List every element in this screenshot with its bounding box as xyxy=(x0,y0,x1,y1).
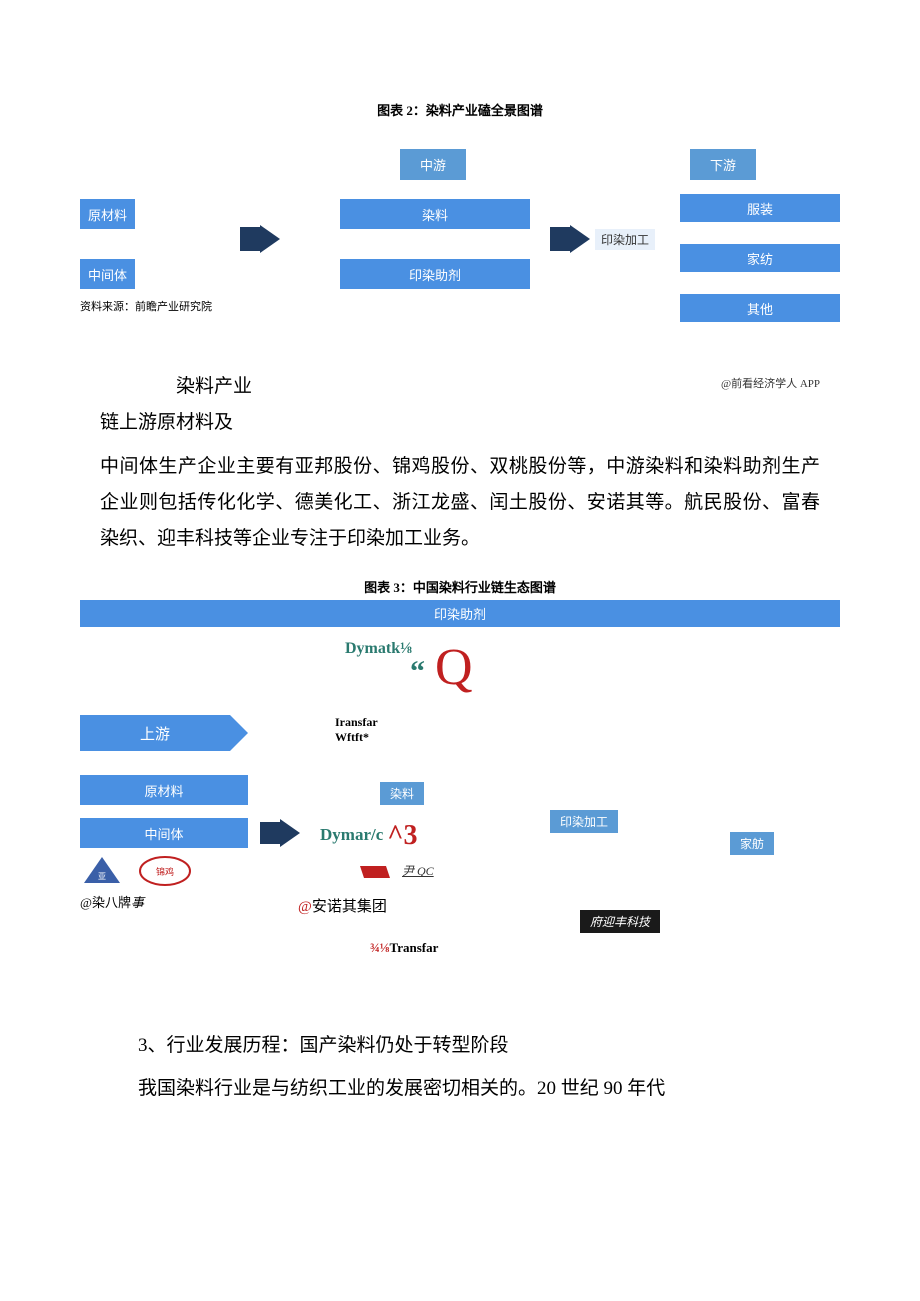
proc-label: 印染加工 xyxy=(595,229,655,250)
upstream-banner: 上游 xyxy=(80,715,230,751)
box-aux: 印染助剂 xyxy=(340,259,530,289)
para1-lead: 染料产业 xyxy=(100,369,820,405)
chart3-arrow-head xyxy=(280,819,300,847)
box-other: 其他 xyxy=(680,294,840,322)
arrow2-head xyxy=(570,225,590,253)
para1-line2: 链上游原材料及 xyxy=(100,405,820,441)
chart3-inter-box: 中间体 xyxy=(80,818,248,848)
chart2-watermark: @前看经济学人 APP xyxy=(721,375,820,391)
transfar2-label: ¾⅛Transfar xyxy=(370,940,438,956)
proc-tag: 印染加工 xyxy=(550,810,618,833)
yingfeng-tag: 府迎丰科技 xyxy=(580,910,660,933)
arrow1-body xyxy=(240,227,260,251)
chart3-diagram: 印染助剂 Dymatk⅛ “ Q Iransfar Wftft* 上游 原材料 … xyxy=(80,600,840,1000)
chart2-source: 资料来源：前瞻产业研究院 xyxy=(80,298,212,314)
section3-heading: 3、行业发展历程：国产染料仍处于转型阶段 xyxy=(100,1030,820,1057)
para1-body: 中间体生产企业主要有亚邦股份、锦鸡股份、双桃股份等，中游染料和染料助剂生产企业则… xyxy=(100,449,820,557)
iransfar-label: Iransfar xyxy=(335,715,378,730)
tab-midstream: 中游 xyxy=(400,149,466,180)
chart2-title: 图表 2：染料产业磕全景图谱 xyxy=(80,100,840,119)
arrow1-head xyxy=(260,225,280,253)
yinqc-row: 尹 QC xyxy=(360,862,434,880)
caret3-label: ^3 xyxy=(387,820,417,851)
chart2-diagram: 中游 下游 原材料 中间体 染料 印染助剂 印染加工 服装 家纺 其他 资料来源… xyxy=(80,139,840,359)
arrow2-body xyxy=(550,227,570,251)
box-hometextile: 家纺 xyxy=(680,244,840,272)
box-apparel: 服装 xyxy=(680,194,840,222)
ranba-label: @染八牌事 xyxy=(80,892,144,911)
box-raw-material: 原材料 xyxy=(80,199,135,229)
upstream-label: 上游 xyxy=(140,723,170,744)
box-intermediate: 中间体 xyxy=(80,259,135,289)
box-dye: 染料 xyxy=(340,199,530,229)
chart3-title: 图表 3：中国染料行业链生态图谱 xyxy=(80,577,840,596)
big-q: Q xyxy=(435,638,473,697)
chart3-raw-box: 原材料 xyxy=(80,775,248,805)
dymatk-label: Dymatk⅛ xyxy=(345,640,412,658)
home-tag: 家舫 xyxy=(730,832,774,855)
dye-tag: 染料 xyxy=(380,782,424,805)
para3-body: 我国染料行业是与纺织工业的发展密切相关的。20 世纪 90 年代 xyxy=(100,1071,820,1107)
chart3-banner: 印染助剂 xyxy=(80,600,840,627)
tab-downstream: 下游 xyxy=(690,149,756,180)
logo-jinji-icon: 锦鸡 xyxy=(138,855,182,887)
dymarc-label: Dymar/c xyxy=(320,825,383,844)
logo-row: 亚 锦鸡 xyxy=(80,855,182,892)
quote-mark: “ xyxy=(410,655,425,689)
wftft-label: Wftft* xyxy=(335,730,369,745)
svg-text:锦鸡: 锦鸡 xyxy=(156,866,174,877)
svg-text:亚: 亚 xyxy=(98,872,106,881)
logo-yabang-icon: 亚 xyxy=(80,855,124,887)
chart3-arrow-body xyxy=(260,822,280,844)
annuo-label: @安诺其集团 xyxy=(298,895,387,916)
